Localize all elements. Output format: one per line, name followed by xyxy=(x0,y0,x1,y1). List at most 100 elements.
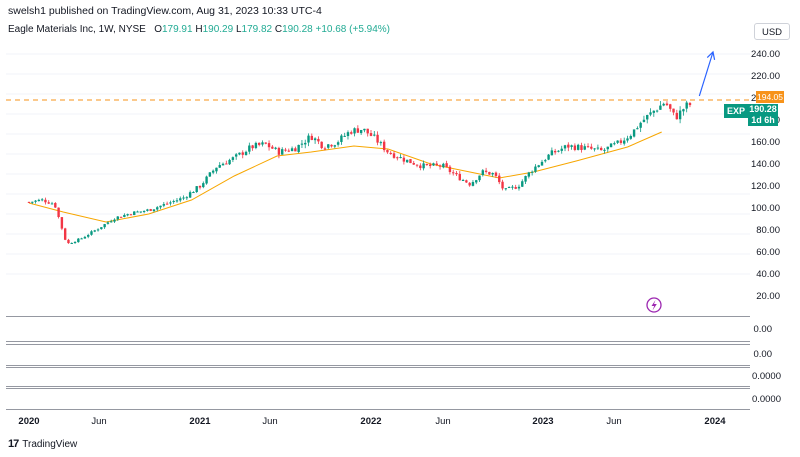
sub-pane-3-value: 0.0000 xyxy=(751,371,781,382)
lightning-icon[interactable] xyxy=(646,297,662,313)
projection-arrow[interactable] xyxy=(698,50,716,97)
candle-body xyxy=(557,150,560,152)
candle-body xyxy=(234,154,238,157)
candle-body xyxy=(550,150,554,156)
candle-body xyxy=(576,144,580,150)
sub-pane-1-value: 0.00 xyxy=(753,324,773,335)
candle-body xyxy=(228,159,231,165)
sub-pane-4[interactable] xyxy=(6,388,750,410)
arrow-shaft xyxy=(698,51,714,97)
candle-body xyxy=(215,167,218,172)
candle-body xyxy=(146,209,149,211)
sub-pane-2[interactable] xyxy=(6,344,750,366)
candle-body xyxy=(238,152,241,155)
candle-body xyxy=(152,209,156,212)
candle-body xyxy=(83,236,87,239)
candle-body xyxy=(632,129,636,137)
badge-countdown: 1d 6h xyxy=(748,115,779,126)
candle-body xyxy=(126,214,129,216)
candle-body xyxy=(665,103,669,106)
candle-body xyxy=(195,186,198,192)
candle-body xyxy=(323,148,327,150)
candle-body xyxy=(409,159,412,164)
candle-body xyxy=(356,128,360,133)
moving-average xyxy=(28,131,662,223)
candle-body xyxy=(432,163,435,166)
candle-body xyxy=(363,128,366,131)
candle-body xyxy=(471,182,475,186)
candle-body xyxy=(382,141,386,151)
level-price-badge: 194.05 xyxy=(756,91,784,103)
candle-body xyxy=(90,231,93,235)
candle-body xyxy=(110,221,113,223)
candle-body xyxy=(373,134,376,136)
close-value: 190.28 xyxy=(282,24,313,35)
candle-body xyxy=(175,200,179,202)
current-price-badge: EXP 190.28 1d 6h xyxy=(724,104,779,126)
candle-body xyxy=(655,110,659,112)
currency-button[interactable]: USD xyxy=(754,23,790,40)
candle-body xyxy=(60,217,64,229)
tradingview-logo-icon: 17 xyxy=(8,438,19,450)
candle-body xyxy=(63,228,67,240)
candle-body xyxy=(294,148,297,152)
time-axis-label: Jun xyxy=(262,416,278,427)
candle-body xyxy=(80,238,83,240)
candle-body xyxy=(113,219,116,222)
candle-body xyxy=(425,164,429,166)
candle-body xyxy=(139,211,143,213)
candle-body xyxy=(182,197,185,199)
candle-body xyxy=(57,207,60,218)
candle-body xyxy=(573,145,577,150)
candle-body xyxy=(70,242,73,244)
candle-body xyxy=(133,211,136,216)
candle-body xyxy=(277,147,281,155)
candle-body xyxy=(399,157,402,159)
candle-body xyxy=(488,171,491,175)
candle-body xyxy=(422,163,425,169)
candle-body xyxy=(106,222,110,224)
candle-body xyxy=(350,132,353,134)
candle-body xyxy=(162,204,166,206)
candle-body xyxy=(511,186,514,188)
candle-body xyxy=(123,214,126,217)
candle-body xyxy=(672,108,675,113)
candle-body xyxy=(626,138,629,141)
candle-body xyxy=(317,138,320,142)
main-pane-bottom-border[interactable] xyxy=(6,316,750,318)
price-axis-label: 220.00 xyxy=(750,71,780,82)
candle-body xyxy=(596,147,600,149)
candle-body xyxy=(669,104,672,109)
candle-body xyxy=(340,135,343,142)
symbol-title[interactable]: Eagle Materials Inc, 1W, NYSE xyxy=(8,24,146,35)
sub-pane-3[interactable] xyxy=(6,367,750,387)
candle-body xyxy=(192,192,195,194)
candle-body xyxy=(593,148,596,150)
candle-body xyxy=(300,143,304,145)
sub-pane-1[interactable] xyxy=(6,318,750,342)
candle-body xyxy=(179,198,182,201)
price-axis-label: 60.00 xyxy=(756,247,780,258)
candle-body xyxy=(537,165,540,168)
candle-body xyxy=(599,147,603,151)
candle-body xyxy=(248,145,251,152)
candle-body xyxy=(208,172,212,177)
candle-body xyxy=(254,142,258,149)
candle-body xyxy=(412,162,415,165)
candle-body xyxy=(567,144,570,148)
price-axis-label: 20.00 xyxy=(756,291,780,302)
candle-body xyxy=(310,135,314,140)
candle-body xyxy=(172,201,175,203)
candle-body xyxy=(642,119,646,122)
candle-body xyxy=(524,176,527,182)
candle-body xyxy=(67,239,70,244)
candle-body xyxy=(659,105,662,110)
candle-body xyxy=(156,207,159,210)
candle-body xyxy=(353,128,356,134)
candle-body xyxy=(560,148,563,151)
candle-body xyxy=(461,180,465,182)
candle-body xyxy=(389,152,392,154)
candle-body xyxy=(609,143,613,148)
candle-body xyxy=(225,163,228,165)
